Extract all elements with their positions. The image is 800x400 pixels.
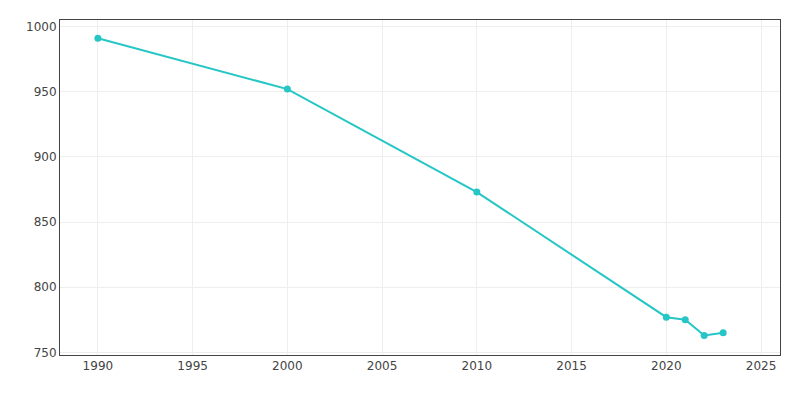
svg-text:2015: 2015 <box>556 359 587 373</box>
svg-text:900: 900 <box>34 150 57 164</box>
svg-text:1995: 1995 <box>177 359 208 373</box>
svg-text:2025: 2025 <box>746 359 777 373</box>
svg-text:2005: 2005 <box>367 359 398 373</box>
svg-text:750: 750 <box>34 346 57 360</box>
svg-text:2000: 2000 <box>272 359 303 373</box>
svg-text:950: 950 <box>34 85 57 99</box>
svg-text:2020: 2020 <box>651 359 682 373</box>
svg-text:1000: 1000 <box>26 20 57 34</box>
svg-text:800: 800 <box>34 280 57 294</box>
svg-text:1990: 1990 <box>83 359 114 373</box>
svg-text:2010: 2010 <box>462 359 493 373</box>
svg-text:850: 850 <box>34 215 57 229</box>
